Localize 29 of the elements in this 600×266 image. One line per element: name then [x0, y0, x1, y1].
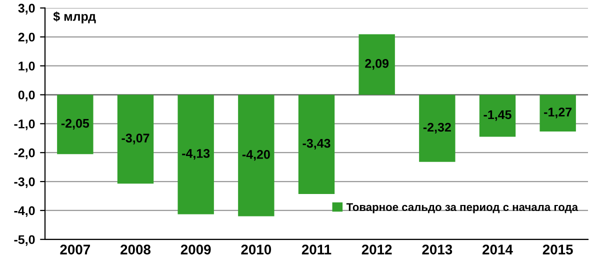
- x-tick-label: 2009: [180, 244, 211, 254]
- x-tick-label: 2014: [482, 244, 513, 254]
- y-tick-label: 0,0: [18, 90, 35, 102]
- x-tick-label: 2012: [362, 244, 392, 254]
- data-label: 2,09: [365, 59, 389, 70]
- x-tick-label: 2011: [302, 244, 332, 254]
- data-label: -3,43: [302, 138, 330, 150]
- data-label: -2,32: [423, 122, 451, 134]
- y-tick-label: -5,0: [14, 235, 35, 246]
- y-tick-label: -2,0: [14, 148, 35, 160]
- data-label: -2,05: [61, 118, 90, 130]
- y-tick-label: 2,0: [18, 32, 35, 44]
- data-label: -1,45: [484, 110, 512, 121]
- y-tick-label: -1,0: [14, 119, 35, 130]
- x-tick-label: 2013: [422, 244, 452, 254]
- x-tick-label: 2007: [60, 244, 90, 254]
- y-tick-label: 3,0: [18, 4, 35, 14]
- legend-label: Товарное сальдо за период с начала года: [346, 203, 578, 214]
- data-label: -3,07: [122, 134, 150, 144]
- y-tick-label: -4,0: [14, 206, 35, 217]
- y-tick-label: 1,0: [18, 62, 35, 72]
- x-tick-label: 2008: [120, 244, 151, 254]
- x-tick-label: 2010: [241, 244, 272, 254]
- data-label: -4,20: [242, 150, 270, 161]
- data-label: -4,13: [182, 149, 210, 160]
- x-tick-label: 2015: [542, 244, 573, 254]
- y-tick-label: -3,0: [14, 177, 35, 188]
- y-axis-title: $ млрд: [53, 11, 96, 24]
- data-label: -1,27: [544, 108, 572, 118]
